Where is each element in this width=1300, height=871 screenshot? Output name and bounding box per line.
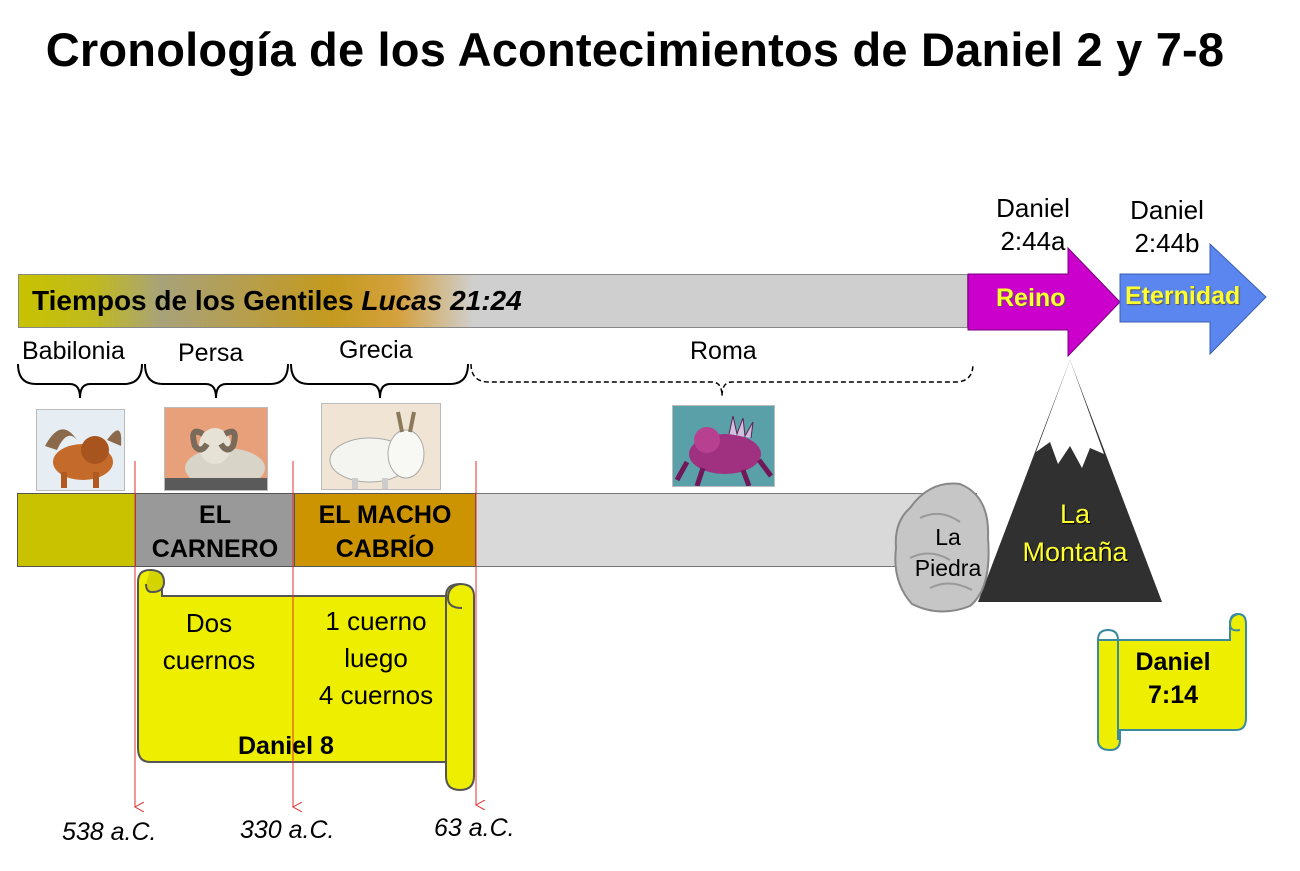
kingdom-ref-line2: 2:44a: [1000, 226, 1066, 256]
lion-image: [36, 409, 125, 491]
mountain-shape: [978, 360, 1162, 602]
eternity-ref-line2: 2:44b: [1134, 228, 1200, 258]
eternity-label: Eternidad: [1125, 282, 1241, 310]
brace-persia: [144, 363, 289, 399]
segment-ram: EL CARNERO: [135, 493, 295, 567]
mountain-line1: La: [1059, 499, 1091, 529]
eternity-ref-line1: Daniel: [1130, 195, 1204, 225]
empire-rome: Roma: [690, 337, 757, 365]
kingdom-arrow: [967, 246, 1121, 358]
segment-goat: EL MACHO CABRÍO: [294, 493, 476, 567]
scroll-daniel7-line1: Daniel: [1135, 648, 1211, 676]
scroll-daniel7-ref: Daniel 7:14: [1118, 646, 1228, 712]
scroll-col1-line1: Dos: [185, 608, 233, 638]
date-330: 330 a.C.: [240, 816, 335, 844]
brace-greece: [290, 363, 469, 399]
date-63: 63 a.C.: [434, 814, 515, 842]
goat-image: [321, 403, 441, 490]
scroll-col2-line3: 4 cuernos: [318, 680, 434, 710]
arrows-graphic: [967, 242, 1267, 358]
kingdom-ref: Daniel 2:44a: [978, 192, 1088, 258]
ram-image: [164, 407, 268, 491]
eternity-ref: Daniel 2:44b: [1112, 194, 1222, 260]
page-title: Cronología de los Acontecimientos de Dan…: [45, 23, 1225, 76]
gentiles-ref: Lucas 21:24: [361, 285, 522, 316]
segment-babylon: [17, 493, 136, 567]
scroll-daniel8-col2: 1 cuerno luego 4 cuernos: [304, 603, 448, 714]
segment-goat-line2: CABRÍO: [335, 535, 435, 563]
scroll-daniel8-col1: Dos cuernos: [150, 605, 268, 679]
empire-babylon: Babilonia: [22, 337, 125, 365]
empire-persia: Persa: [178, 339, 244, 367]
date-538: 538 a.C.: [62, 818, 157, 846]
segment-ram-line2: CARNERO: [151, 535, 279, 563]
stone-line1: La: [935, 524, 961, 550]
scroll-col2-line2: luego: [344, 643, 408, 673]
gentiles-label: Tiempos de los Gentiles Lucas 21:24: [32, 285, 522, 317]
brace-babylon: [17, 363, 143, 399]
braces-graphic: [17, 363, 974, 399]
scroll-col1-line2: cuernos: [162, 645, 256, 675]
mountain-label: La Montaña: [1010, 495, 1140, 571]
gentiles-bar: [18, 274, 968, 328]
brace-rome: [470, 363, 974, 397]
empire-greece: Grecia: [339, 336, 413, 364]
gentiles-text: Tiempos de los Gentiles: [32, 285, 354, 316]
stone-line2: Piedra: [914, 555, 982, 581]
scroll-daniel7-line2: 7:14: [1147, 681, 1199, 709]
date-markers: [0, 461, 500, 815]
eternity-arrow: [1119, 242, 1267, 356]
scroll-daniel8-graphic: [137, 568, 475, 792]
scroll-col2-line1: 1 cuerno: [325, 606, 427, 636]
segment-goat-line1: EL MACHO: [318, 501, 452, 529]
stone-label: La Piedra: [898, 522, 998, 584]
scroll-daniel7-graphic: [1097, 612, 1247, 752]
scroll-daniel8-roll: [445, 582, 475, 792]
mountain-graphic: [978, 360, 1162, 602]
stone-shape: [894, 482, 990, 613]
stone-graphic: [894, 482, 990, 613]
mountain-line2: Montaña: [1022, 537, 1128, 567]
rome-beast-image: [672, 405, 775, 487]
kingdom-label: Reino: [996, 284, 1066, 312]
kingdom-ref-line1: Daniel: [996, 193, 1070, 223]
segment-ram-line1: EL: [199, 501, 231, 529]
mountain-snow: [1036, 360, 1104, 468]
scroll-daniel8-ref: Daniel 8: [238, 732, 334, 760]
